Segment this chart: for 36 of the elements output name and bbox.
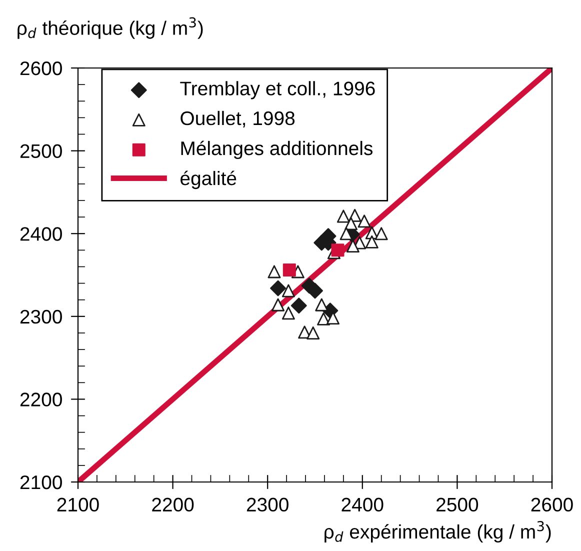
- x-tick-label: 2100: [57, 498, 99, 512]
- legend-label: Tremblay et coll., 1996: [180, 81, 375, 100]
- point: [358, 214, 371, 228]
- legend-label: Ouellet, 1998: [180, 110, 295, 128]
- y-tick-label: 2500: [20, 144, 62, 158]
- point: [336, 210, 350, 223]
- point: [306, 326, 320, 340]
- point: [282, 284, 295, 298]
- y-tick-label: 2400: [20, 227, 62, 241]
- point: [282, 306, 295, 320]
- point: [346, 240, 360, 253]
- y-tick-label: 2100: [20, 475, 62, 490]
- x-tick-label: 2300: [246, 498, 288, 512]
- x-tick-label: 2200: [152, 498, 194, 512]
- point: [344, 217, 358, 230]
- point: [365, 235, 378, 248]
- point: [340, 227, 353, 240]
- point: [317, 312, 330, 326]
- y-axis-title: ρ$_{d}$ théorique (kg / m$^{3}$): [18, 17, 203, 39]
- x-tick-label: 2600: [531, 498, 573, 512]
- x-tick-label: 2500: [436, 498, 478, 512]
- y-tick-label: 2600: [20, 61, 62, 76]
- point: [331, 244, 344, 257]
- point: [272, 298, 285, 312]
- point: [315, 298, 328, 312]
- y-tick-label: 2300: [20, 310, 62, 324]
- point: [268, 265, 281, 278]
- point: [282, 264, 296, 277]
- point: [374, 227, 388, 240]
- x-tick-label: 2400: [342, 498, 384, 512]
- legend-label: Mélanges additionnels: [181, 140, 373, 160]
- y-tick-label: 2200: [20, 392, 62, 406]
- legend-label: égalité: [180, 170, 236, 190]
- point: [270, 280, 286, 296]
- x-axis-title: ρ$_{d}$ expérimentale (kg / m$^{3}$): [324, 520, 551, 543]
- point: [290, 298, 307, 314]
